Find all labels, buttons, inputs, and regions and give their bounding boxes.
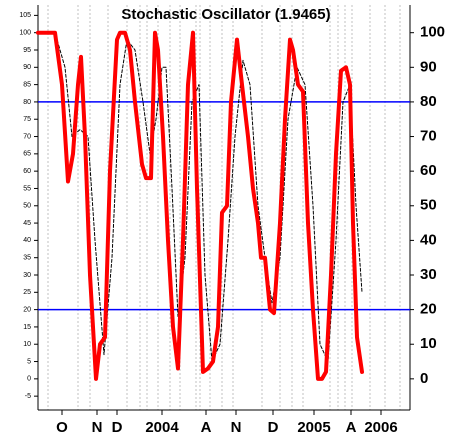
y-tick-label: 50 — [23, 203, 31, 210]
y2-tick-label: 40 — [420, 231, 437, 248]
y2-tick-label: 90 — [420, 58, 437, 75]
y-tick-label: 65 — [23, 151, 31, 158]
x-tick-label: A — [346, 419, 357, 436]
series-line — [36, 30, 364, 381]
y-tick-label: 70 — [23, 133, 31, 140]
y-tick-label: 45 — [23, 220, 31, 227]
y-tick-label: 10 — [23, 341, 31, 348]
y2-tick-label: 70 — [420, 128, 437, 145]
y2-tick-label: 20 — [420, 301, 437, 318]
x-tick-label: D — [112, 419, 123, 436]
y-tick-label: 100 — [19, 30, 31, 37]
y-tick-label: 35 — [23, 255, 31, 262]
y2-tick-label: 50 — [420, 197, 437, 214]
series-line — [37, 32, 363, 363]
y-tick-label: 75 — [23, 116, 31, 123]
y2-tick-label: 10 — [420, 335, 437, 352]
x-tick-label: A — [201, 419, 212, 436]
x-tick-label: D — [268, 419, 279, 436]
y-tick-label: 15 — [23, 324, 31, 331]
y-tick-label: 5 — [27, 358, 31, 365]
y-tick-label: 105 — [19, 12, 31, 19]
x-tick-label: O — [56, 419, 68, 436]
x-tick-label: 2005 — [297, 419, 330, 436]
y2-tick-label: 30 — [420, 266, 437, 283]
y-tick-label: 25 — [23, 289, 31, 296]
y-tick-label: 20 — [23, 306, 31, 313]
y-tick-label: 40 — [23, 237, 31, 244]
y-tick-label: 0 — [27, 376, 31, 383]
x-tick-label: N — [92, 419, 103, 436]
y-tick-label: 90 — [23, 64, 31, 71]
y-tick-label: 80 — [23, 99, 31, 106]
y2-tick-label: 0 — [420, 370, 428, 387]
y-tick-label: 55 — [23, 185, 31, 192]
x-tick-label: N — [231, 419, 242, 436]
chart-title: Stochastic Oscillator (1.9465) — [121, 6, 330, 23]
y-tick-label: 95 — [23, 47, 31, 54]
y-tick-label: 30 — [23, 272, 31, 279]
y2-tick-label: 100 — [420, 24, 445, 41]
x-tick-label: 2006 — [364, 419, 397, 436]
y-tick-label: 85 — [23, 81, 31, 88]
x-tick-label: 2004 — [145, 419, 179, 436]
y-tick-label: -5 — [25, 393, 31, 400]
y2-tick-label: 60 — [420, 162, 437, 179]
y-tick-label: 60 — [23, 168, 31, 175]
y2-tick-label: 80 — [420, 93, 437, 110]
